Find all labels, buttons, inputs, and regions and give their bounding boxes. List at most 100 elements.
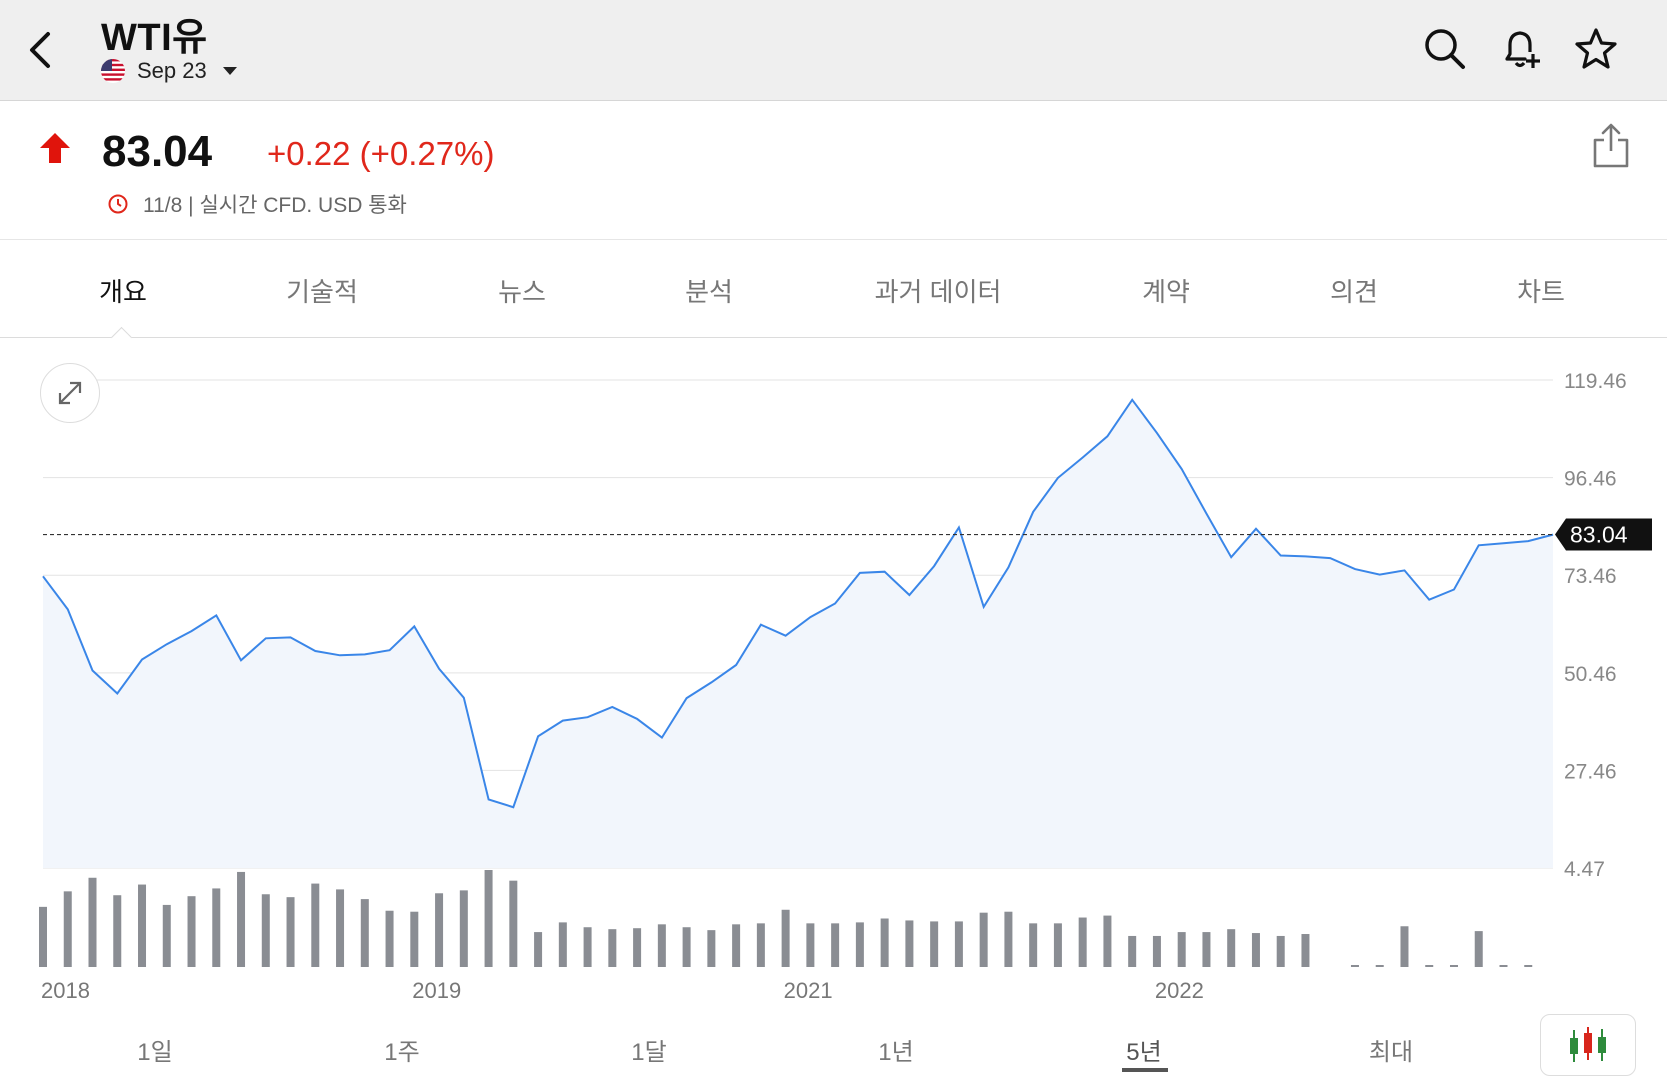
- volume-bar: [831, 923, 840, 967]
- tab-3[interactable]: 분석: [685, 277, 733, 307]
- volume-bar: [1524, 965, 1533, 967]
- candlestick-icon: [1570, 1027, 1606, 1062]
- volume-bar: [1029, 923, 1038, 967]
- back-icon[interactable]: [22, 26, 62, 74]
- range-2[interactable]: 1달: [631, 1039, 667, 1066]
- volume-bar: [286, 897, 295, 967]
- star-icon[interactable]: [1573, 26, 1619, 72]
- volume-bar: [1103, 915, 1112, 967]
- tab-7[interactable]: 차트: [1517, 277, 1565, 307]
- volume-bar: [756, 923, 765, 967]
- quote-panel: 83.04 +0.22 (+0.27%) 11/8 | 실시간 CFD. USD…: [0, 101, 1667, 240]
- current-price-badge: [1555, 518, 1652, 551]
- price-change: +0.22 (+0.27%): [267, 135, 495, 172]
- volume-bar: [1276, 935, 1285, 967]
- tab-1[interactable]: 기술적: [286, 277, 358, 307]
- volume-bar: [1128, 935, 1137, 967]
- volume-bar: [1301, 934, 1310, 967]
- us-flag-icon: [101, 59, 125, 83]
- search-icon[interactable]: [1422, 26, 1468, 72]
- page-title: WTI유: [101, 17, 208, 59]
- y-tick-label: 119.46: [1564, 370, 1627, 393]
- volume-bar: [336, 889, 345, 967]
- y-tick-label: 73.46: [1564, 565, 1617, 588]
- y-tick-label: 96.46: [1564, 468, 1617, 491]
- y-tick-label: 50.46: [1564, 663, 1617, 686]
- volume-bar: [534, 932, 543, 967]
- add-alert-icon[interactable]: [1498, 26, 1544, 72]
- volume-bar: [237, 871, 246, 967]
- expand-icon: [58, 381, 82, 405]
- range-0[interactable]: 1일: [137, 1039, 173, 1066]
- volume-bar: [1078, 917, 1087, 967]
- volume-bar: [39, 906, 47, 967]
- volume-bar: [1251, 933, 1260, 967]
- volume-bar: [410, 911, 419, 967]
- chevron-down-icon: [222, 67, 237, 75]
- volume-bar: [1152, 935, 1161, 967]
- last-price: 83.04: [102, 127, 213, 176]
- x-tick-label: 2019: [412, 978, 461, 1003]
- range-5[interactable]: 최대: [1368, 1039, 1414, 1066]
- volume-bar: [979, 912, 988, 967]
- contract-selector[interactable]: Sep 23: [101, 58, 237, 84]
- tab-0[interactable]: 개요: [99, 277, 147, 307]
- volume-bar: [954, 921, 963, 967]
- volume-bar: [905, 920, 914, 967]
- volume-bar: [1177, 932, 1186, 967]
- active-range-underline: [1122, 1068, 1168, 1072]
- x-tick-label: 2021: [784, 978, 833, 1003]
- volume-bar: [1004, 911, 1013, 967]
- quote-meta: 11/8 | 실시간 CFD. USD 통화: [107, 189, 407, 219]
- tab-2[interactable]: 뉴스: [498, 277, 546, 307]
- volume-bar: [1350, 965, 1359, 967]
- contract-label: Sep 23: [137, 58, 207, 83]
- range-3[interactable]: 1년: [878, 1039, 914, 1066]
- range-1[interactable]: 1주: [384, 1039, 420, 1066]
- volume-bar: [682, 927, 691, 967]
- volume-bar: [212, 888, 221, 967]
- y-tick-label: 27.46: [1564, 760, 1617, 783]
- volume-bar: [930, 921, 939, 967]
- clock-icon: [108, 194, 128, 214]
- volume-bar: [1425, 965, 1434, 967]
- volume-bar: [781, 909, 790, 967]
- volume-bar: [1053, 923, 1062, 967]
- range-4[interactable]: 5년: [1126, 1039, 1162, 1066]
- volume-bar: [806, 923, 815, 967]
- volume-bar: [484, 870, 493, 967]
- volume-bar: [1499, 965, 1508, 967]
- volume-bar: [855, 922, 864, 967]
- top-bar: WTI유 Sep 23: [0, 0, 1667, 101]
- volume-bar: [261, 894, 270, 967]
- volume-bar: [311, 883, 320, 967]
- x-tick-label: 2022: [1155, 978, 1204, 1003]
- volume-bar: [657, 924, 666, 967]
- tab-5[interactable]: 계약: [1142, 277, 1190, 307]
- expand-chart-button[interactable]: [40, 363, 100, 423]
- current-price-label: 83.04: [1570, 522, 1628, 548]
- volume-bar: [509, 880, 518, 967]
- x-tick-label: 2018: [41, 978, 90, 1003]
- volume-bar: [162, 904, 171, 967]
- volume-bar: [385, 910, 394, 967]
- volume-bar: [459, 890, 468, 967]
- volume-bar: [138, 884, 147, 967]
- volume-bar: [1227, 929, 1236, 967]
- share-icon[interactable]: [1589, 121, 1633, 171]
- price-line: [42, 398, 1554, 809]
- volume-bar: [633, 928, 642, 967]
- price-area: [43, 399, 1553, 868]
- chart-svg: 119.46 96.46 73.46 50.46 27.46 4.47 83.04 2018 2…: [39, 370, 1652, 1003]
- y-tick-label: 4.47: [1564, 858, 1605, 881]
- price-chart: 119.46 96.46 73.46 50.46 27.46 4.47 83.04 2018 2…: [0, 340, 1667, 1005]
- volume-bar: [63, 891, 72, 967]
- tab-4[interactable]: 과거 데이터: [874, 277, 1002, 307]
- tab-6[interactable]: 의견: [1330, 277, 1378, 307]
- volume-bar: [732, 924, 741, 967]
- volume-bar: [1400, 926, 1409, 967]
- volume-bar: [187, 896, 196, 967]
- volume-bar: [1202, 932, 1211, 967]
- chart-type-button[interactable]: [1540, 1014, 1636, 1076]
- volume-bar: [608, 929, 617, 967]
